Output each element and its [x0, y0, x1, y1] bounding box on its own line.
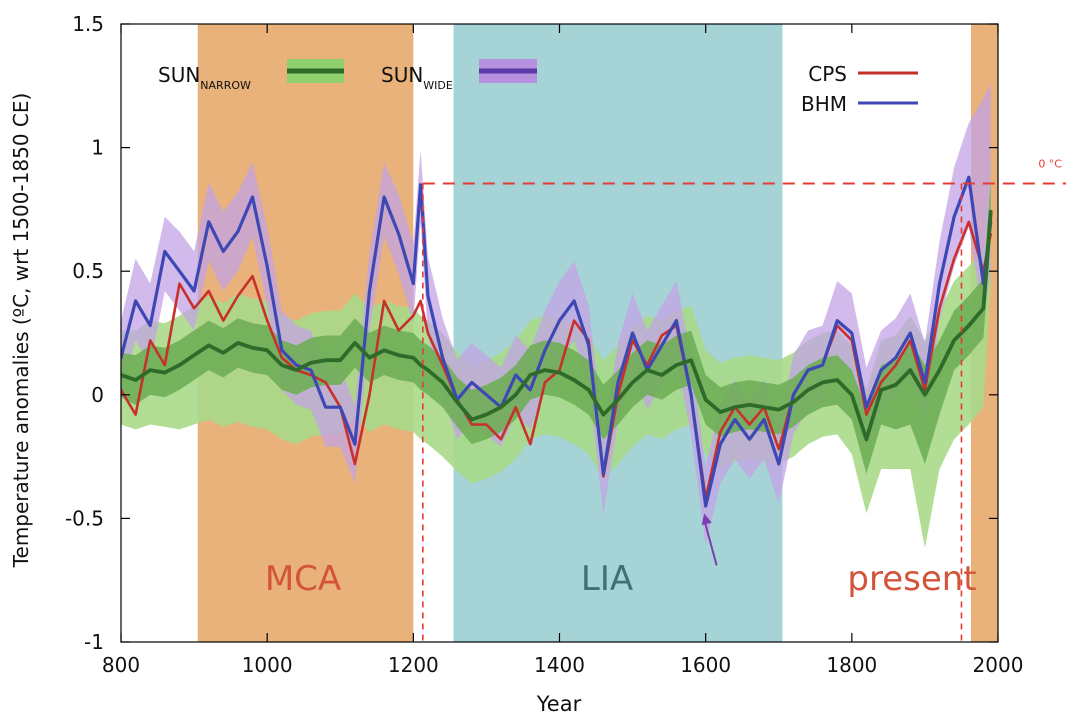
arrow-shaft — [703, 519, 718, 566]
reference-lines: 0 °C — [422, 157, 1066, 642]
y-axis-label: Temperature anomalies (ºC, wrt 1500-1850… — [9, 93, 33, 569]
y-tick-label-3: 0.5 — [72, 259, 104, 283]
y-tick-label-5: 1.5 — [72, 12, 104, 36]
legend-bhm-label: BHM — [801, 92, 847, 116]
x-tick-label-1200: 1200 — [388, 653, 439, 677]
reference-line-label: 0 °C — [1038, 157, 1062, 170]
period-label-lia: LIA — [581, 559, 633, 599]
y-tick-label-1: -0.5 — [65, 506, 104, 530]
band-sun-narrow-inner — [121, 182, 991, 474]
series-line-cps — [121, 220, 993, 500]
legend-sun-narrow-label-sub: NARROW — [200, 79, 251, 92]
x-tick-label-1000: 1000 — [242, 653, 293, 677]
period-label-mca: MCA — [265, 559, 341, 599]
period-label-present: present — [847, 559, 976, 599]
period-band-lia — [453, 24, 783, 642]
legend-cps-label: CPS — [808, 62, 847, 86]
y-tick-label-4: 1 — [91, 136, 104, 160]
axes: 800 1000 1200 1400 1600 1800 2000 -1 -0.5 0 0.5 1 1.… — [65, 12, 1023, 677]
series-line-sun-narrow — [121, 209, 993, 442]
series-line-bhm — [121, 175, 993, 508]
reconstruction-lines — [121, 175, 993, 508]
x-tick-label-1600: 1600 — [680, 653, 731, 677]
y-tick-label-2: 0 — [91, 383, 104, 407]
legend-sun-wide-label-sub: WIDE — [423, 79, 453, 92]
x-tick-label-1400: 1400 — [534, 653, 585, 677]
x-tick-label-1800: 1800 — [826, 653, 877, 677]
arrow-head — [701, 513, 712, 526]
x-tick-label-800: 800 — [102, 653, 140, 677]
x-tick-label-2000: 2000 — [973, 653, 1024, 677]
period-labels: MCA LIA present — [265, 559, 977, 599]
x-axis-label: Year — [536, 692, 582, 715]
y-tick-label-0: -1 — [84, 630, 104, 654]
